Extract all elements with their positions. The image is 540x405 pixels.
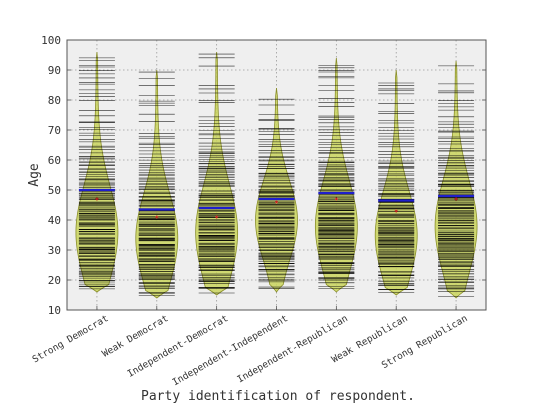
y-tick-label: 10 [48,304,61,317]
x-tick-label: Independent-Independent [171,313,290,388]
y-tick-label: 20 [48,274,61,287]
y-tick-label: 60 [48,154,61,167]
violin-2 [195,51,239,296]
x-axis-title: Party identification of respondent. [141,389,415,404]
y-tick-label: 70 [48,124,61,137]
stat-lines [78,188,475,219]
y-tick-label: 80 [48,94,61,107]
x-tick-label: Independent-Democrat [126,313,231,380]
y-tick-label: 30 [48,244,61,257]
x-tick-label: Independent-Republican [235,313,349,385]
y-tick-label: 40 [48,214,61,227]
y-ticks: 10 20 30 40 50 60 70 80 90 100 [41,34,486,317]
y-axis-title: Age [27,163,42,187]
y-tick-label: 90 [48,64,61,77]
y-tick-label: 50 [48,184,61,197]
violin-3 [255,87,298,293]
x-tick-label: Strong Democrat [31,313,111,365]
y-tick-label: 100 [41,34,61,47]
